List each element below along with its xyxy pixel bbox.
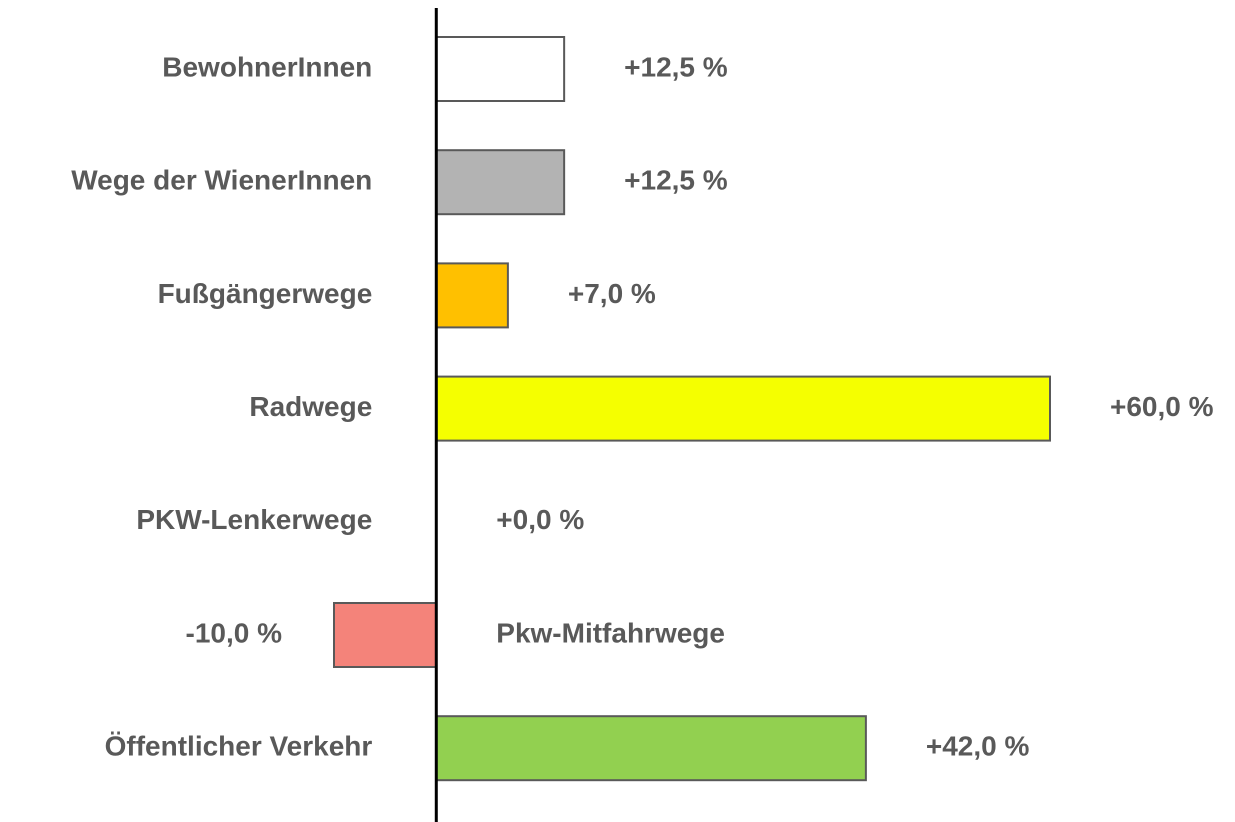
- value-label: +0,0 %: [496, 504, 584, 535]
- bar: [435, 375, 1051, 442]
- bar: [435, 262, 509, 329]
- category-label: Pkw-Mitfahrwege: [496, 617, 725, 648]
- category-label: Radwege: [249, 391, 372, 422]
- bar: [435, 715, 867, 782]
- value-label: +12,5 %: [624, 51, 728, 82]
- value-label: +42,0 %: [926, 731, 1030, 762]
- value-label: -10,0 %: [186, 617, 283, 648]
- category-label: Fußgängerwege: [158, 278, 373, 309]
- bar: [435, 149, 566, 216]
- value-label: +7,0 %: [568, 278, 656, 309]
- category-label: PKW-Lenkerwege: [136, 504, 372, 535]
- bar: [435, 36, 566, 102]
- category-label: Wege der WienerInnen: [71, 165, 372, 196]
- category-label: Öffentlicher Verkehr: [105, 731, 373, 762]
- category-label: BewohnerInnen: [162, 51, 372, 82]
- value-label: +12,5 %: [624, 165, 728, 196]
- value-label: +60,0 %: [1110, 391, 1214, 422]
- bar: [333, 602, 438, 668]
